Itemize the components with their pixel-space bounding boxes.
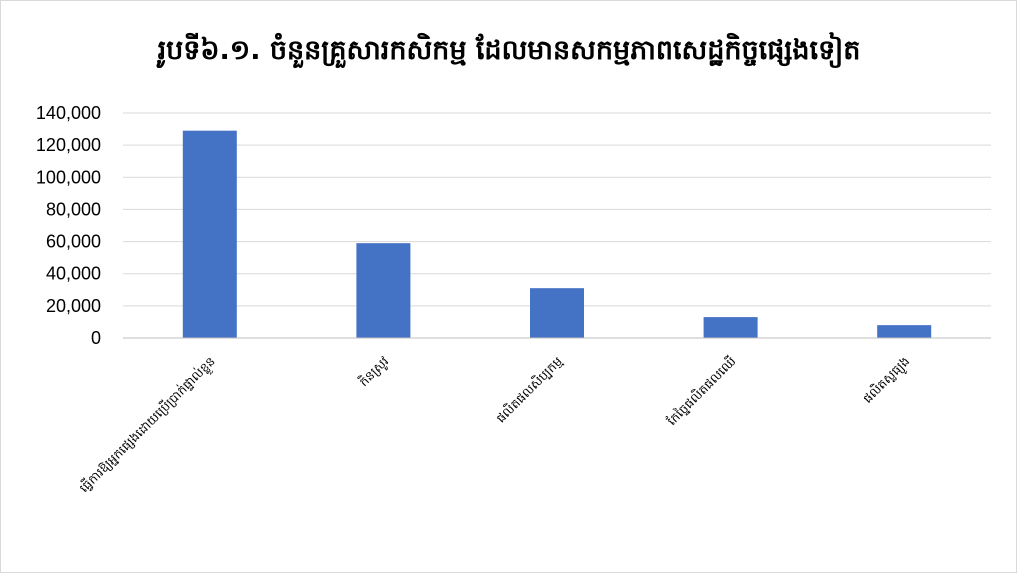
bar [703,317,758,338]
bar [530,288,584,338]
x-category-label: ធ្វើការឱ្យអ្នកផ្សេងដោយប្រើប្រាក់ផ្ទាល់ខ្… [76,354,220,498]
bars [182,130,932,338]
y-tick-label: 40,000 [46,264,101,284]
x-category-label: កិនស្រូវ [356,353,392,389]
y-tick-label: 0 [91,328,101,348]
y-tick-label: 120,000 [36,135,101,155]
y-tick-label: 20,000 [46,296,101,316]
bar [182,130,237,338]
y-tick-label: 140,000 [36,103,101,123]
bar [877,325,932,338]
y-tick-label: 60,000 [46,232,101,252]
x-category-label: កែច្នៃផលិតផលឈើ [664,354,739,429]
gridlines [123,112,991,307]
y-tick-label: 100,000 [36,167,101,187]
bar [356,243,411,338]
x-axis-labels: ធ្វើការឱ្យអ្នកផ្សេងដោយប្រើប្រាក់ផ្ទាល់ខ្… [76,353,914,497]
chart-title: រូបទី៦.១. ចំនួនគ្រួសារកសិកម្ម ដែលមានសកម្… [156,32,860,69]
x-category-label: ផលិតស្លធ្យូង [860,354,915,409]
y-tick-label: 80,000 [46,199,101,219]
y-axis-ticks: 0 20,000 40,000 60,000 80,000 100,000 120,000 1… [36,103,101,348]
x-category-label: ផលិតផលសិប្បកម្ម [493,353,566,426]
